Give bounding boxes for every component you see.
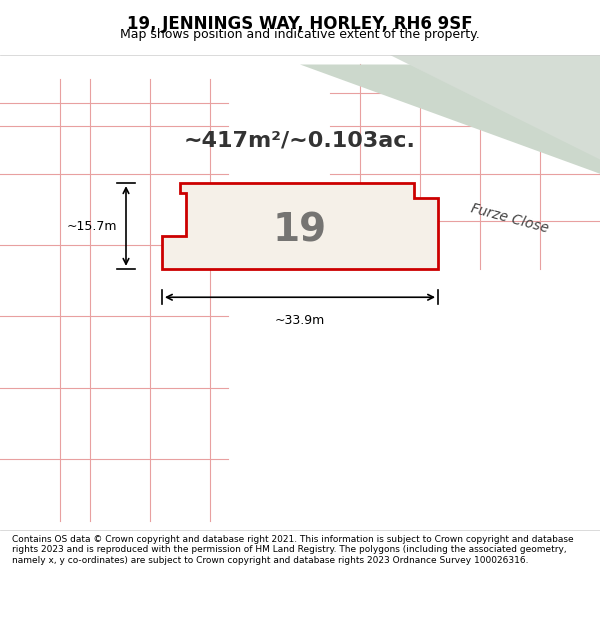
Polygon shape [162, 183, 438, 269]
Text: Contains OS data © Crown copyright and database right 2021. This information is : Contains OS data © Crown copyright and d… [12, 535, 574, 564]
Polygon shape [390, 55, 600, 159]
Text: 19: 19 [273, 212, 327, 250]
Text: ~33.9m: ~33.9m [275, 314, 325, 327]
Text: Furze Close: Furze Close [470, 202, 550, 236]
Text: ~15.7m: ~15.7m [67, 219, 117, 232]
Text: ~417m²/~0.103ac.: ~417m²/~0.103ac. [184, 131, 416, 151]
Polygon shape [300, 64, 600, 174]
Text: Map shows position and indicative extent of the property.: Map shows position and indicative extent… [120, 28, 480, 41]
Text: 19, JENNINGS WAY, HORLEY, RH6 9SF: 19, JENNINGS WAY, HORLEY, RH6 9SF [127, 16, 473, 33]
